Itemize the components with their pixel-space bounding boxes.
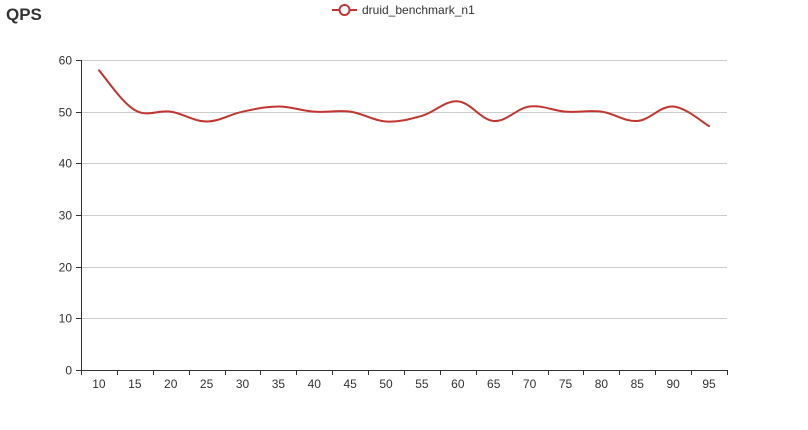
x-tick-label: 30 [236, 377, 250, 391]
data-point [600, 111, 602, 113]
x-tick-label: 70 [523, 377, 537, 391]
x-tick-label: 20 [164, 377, 178, 391]
y-tick-label: 10 [59, 312, 73, 326]
y-tick-label: 40 [59, 157, 73, 171]
x-tick-label: 95 [702, 377, 716, 391]
x-tick-label: 75 [559, 377, 573, 391]
legend-line-circle-icon [332, 4, 357, 16]
x-tick-label: 85 [631, 377, 645, 391]
x-tick-label: 25 [200, 377, 214, 391]
data-point [277, 106, 279, 108]
data-point [98, 69, 100, 71]
data-point [529, 106, 531, 108]
x-tick-label: 55 [415, 377, 429, 391]
legend[interactable]: druid_benchmark_n1 [332, 3, 475, 17]
x-tick-label: 80 [595, 377, 609, 391]
data-point [421, 115, 423, 117]
data-point [493, 120, 495, 122]
y-tick-label: 30 [59, 209, 73, 223]
x-tick-label: 15 [128, 377, 142, 391]
x-tick-label: 90 [666, 377, 680, 391]
data-point [170, 111, 172, 113]
data-point [385, 120, 387, 122]
y-tick-label: 50 [59, 106, 73, 120]
x-tick-label: 45 [343, 377, 357, 391]
x-tick-label: 40 [308, 377, 322, 391]
y-tick-label: 20 [59, 261, 73, 275]
data-point [457, 100, 459, 102]
data-point [672, 106, 674, 108]
data-point [206, 120, 208, 122]
legend-label: druid_benchmark_n1 [362, 3, 475, 17]
x-tick-label: 50 [379, 377, 393, 391]
y-tick-label: 60 [59, 54, 73, 68]
data-point [565, 111, 567, 113]
x-tick-label: 35 [272, 377, 286, 391]
data-point [242, 111, 244, 113]
data-point [313, 111, 315, 113]
x-tick-label: 60 [451, 377, 465, 391]
data-point [636, 120, 638, 122]
x-tick-label: 65 [487, 377, 501, 391]
data-point [349, 111, 351, 113]
data-point [134, 109, 136, 111]
y-tick-label: 0 [65, 364, 72, 378]
x-tick-label: 10 [92, 377, 106, 391]
series-line [97, 69, 711, 128]
data-point [708, 125, 710, 127]
chart-title: QPS [6, 5, 42, 24]
